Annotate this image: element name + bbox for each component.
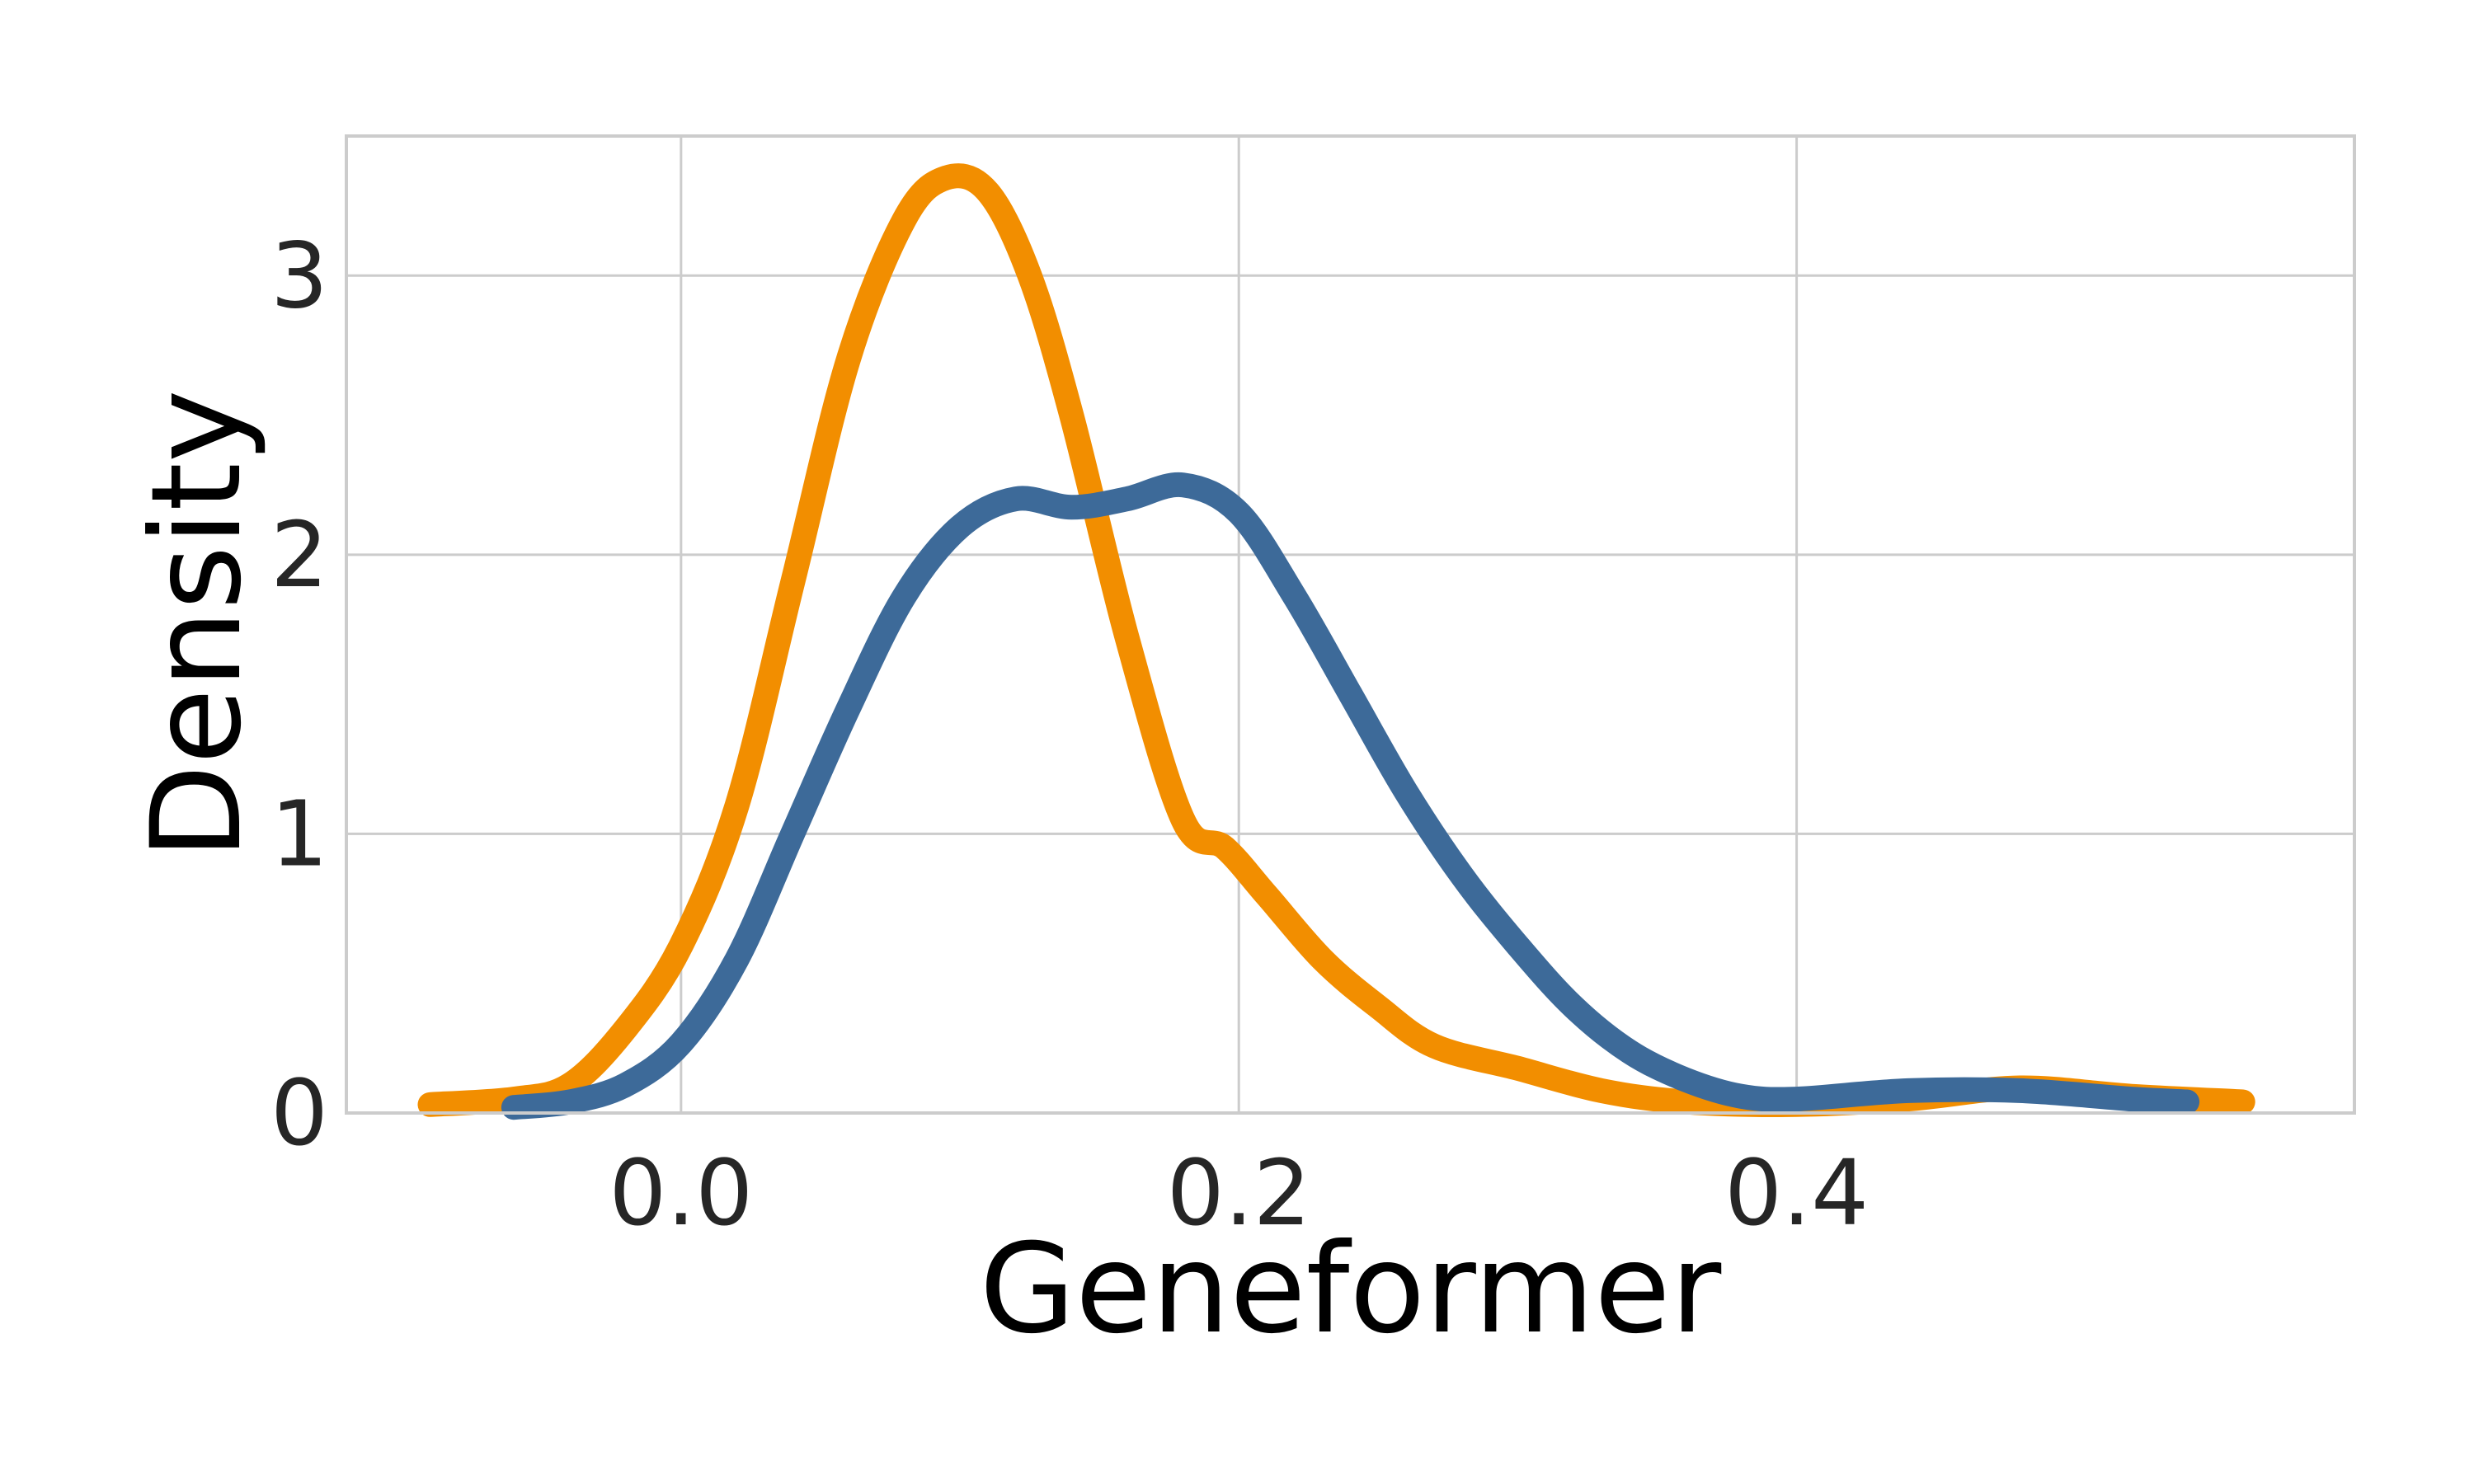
y-tick-labels: 0 1 2 3 [270,223,328,1166]
series-line-1 [417,163,2255,1117]
x-tick-labels: 0.0 0.2 0.4 [609,1140,1869,1246]
x-tick-label: 0.0 [609,1140,753,1246]
y-tick-label: 0 [270,1060,328,1166]
x-axis-label: Geneformer [980,1218,1722,1361]
y-tick-label: 2 [270,502,328,608]
x-tick-label: 0.4 [1724,1140,1869,1246]
y-tick-label: 1 [270,781,328,886]
y-tick-label: 3 [270,223,328,328]
series-layer [417,163,2255,1120]
grid [346,136,2354,1115]
x-tick-label: 0.2 [1167,1140,1311,1246]
y-axis-label: Density [125,389,269,859]
series-line-2 [501,472,2200,1120]
plot-frame [345,134,2356,1115]
